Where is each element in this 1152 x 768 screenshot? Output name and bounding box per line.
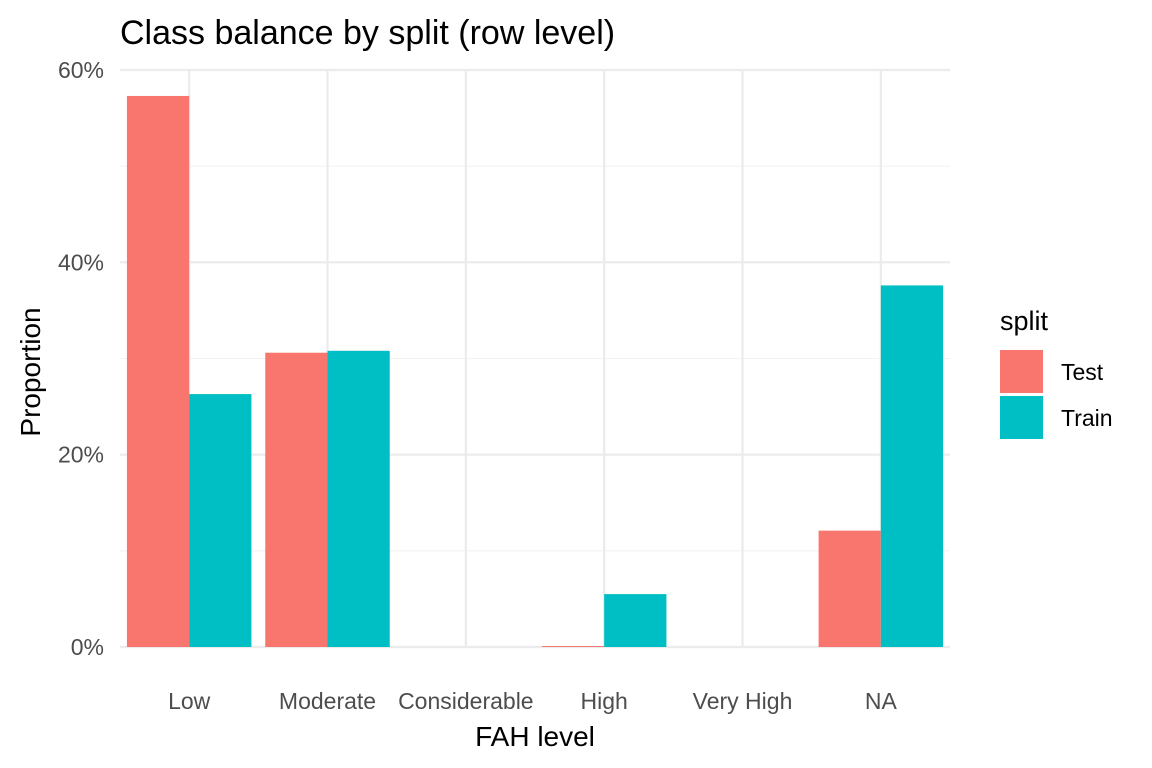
x-tick-label: Considerable [398, 688, 534, 714]
x-tick-label: NA [865, 688, 898, 714]
bar-train-low [189, 394, 252, 647]
bar-test-high [541, 646, 605, 647]
x-tick-label: Moderate [279, 688, 376, 714]
x-axis-title: FAH level [475, 721, 595, 752]
legend-label-train: Train [1061, 405, 1113, 431]
x-tick-label: Low [168, 688, 211, 714]
legend-label-test: Test [1061, 359, 1104, 385]
y-tick-label: 20% [58, 442, 104, 468]
legend-key-train [1000, 396, 1043, 439]
y-tick-label: 40% [58, 249, 104, 275]
bar-test-low [126, 95, 190, 648]
chart-title: Class balance by split (row level) [120, 14, 615, 52]
bar-train-na [880, 285, 944, 647]
legend-key-test [1000, 350, 1043, 393]
bar-test-na [818, 530, 881, 647]
y-tick-label: 0% [71, 634, 104, 660]
y-axis-title: Proportion [15, 307, 46, 436]
legend: split Test Train [1000, 306, 1113, 439]
y-axis-tick-labels: 0% 20% 40% 60% [58, 57, 104, 660]
legend-title: split [1000, 306, 1049, 336]
y-tick-label: 60% [58, 57, 104, 83]
x-tick-label: High [581, 688, 628, 714]
x-axis-tick-labels: Low Moderate Considerable High Very High NA [168, 688, 897, 714]
bar-train-moderate [327, 350, 390, 647]
x-tick-label: Very High [693, 688, 793, 714]
bars [126, 95, 944, 648]
bar-train-high [604, 594, 667, 647]
bar-test-moderate [265, 352, 328, 647]
